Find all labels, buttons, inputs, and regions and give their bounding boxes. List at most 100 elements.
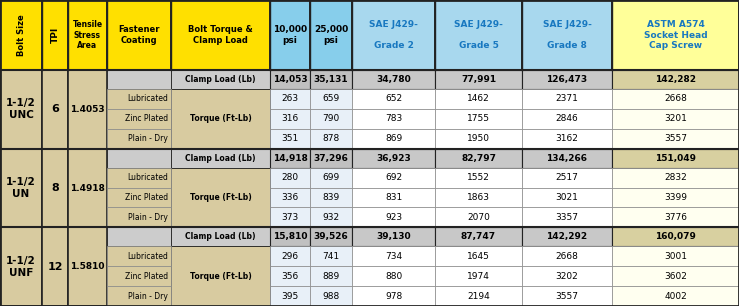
Bar [310,207,352,227]
Text: 3001: 3001 [664,252,687,261]
Text: 316: 316 [282,114,299,123]
Bar [612,89,739,109]
Text: 2194: 2194 [467,292,490,300]
Text: 880: 880 [385,272,402,281]
Text: 869: 869 [385,134,402,143]
Bar [352,207,435,227]
Text: 280: 280 [282,173,299,182]
Bar [310,286,352,306]
Text: 1974: 1974 [467,272,490,281]
Text: 889: 889 [322,272,340,281]
Bar [270,286,310,306]
Bar [522,266,612,286]
Text: 34,780: 34,780 [376,75,411,84]
Text: Plain - Dry: Plain - Dry [128,134,168,143]
Bar [612,227,739,246]
Text: Lubricated: Lubricated [127,252,168,261]
Text: 77,991: 77,991 [461,75,496,84]
Bar [352,129,435,149]
Text: 373: 373 [282,213,299,222]
Text: 3162: 3162 [556,134,579,143]
Text: 2668: 2668 [664,95,687,103]
Bar [435,0,522,70]
Text: 151,049: 151,049 [655,154,696,163]
Text: 351: 351 [282,134,299,143]
Bar [435,286,522,306]
Bar [352,109,435,129]
Bar [310,89,352,109]
Text: Clamp Load (Lb): Clamp Load (Lb) [185,75,256,84]
Bar [171,168,270,227]
Bar [435,168,522,188]
Bar [42,0,68,70]
Bar [0,0,42,70]
Bar [352,149,435,168]
Bar [522,129,612,149]
Text: SAE J429-

Grade 2: SAE J429- Grade 2 [369,20,418,50]
Bar [612,129,739,149]
Text: 10,000
psi: 10,000 psi [273,25,307,45]
Bar [522,89,612,109]
Text: 35,131: 35,131 [313,75,348,84]
Bar [107,286,171,306]
Bar [352,246,435,266]
Text: 1863: 1863 [467,193,490,202]
Bar [310,109,352,129]
Text: 978: 978 [385,292,402,300]
Text: 878: 878 [322,134,340,143]
Bar [270,227,310,246]
Text: 1.5810: 1.5810 [70,262,105,271]
Bar [352,70,435,89]
Text: 126,473: 126,473 [546,75,588,84]
Text: 1-1/2
UNF: 1-1/2 UNF [6,256,36,278]
Text: TPI: TPI [50,27,60,43]
Bar [612,188,739,207]
Text: 3201: 3201 [664,114,687,123]
Text: 3202: 3202 [556,272,579,281]
Bar [68,0,107,70]
Bar [68,70,107,149]
Text: 3557: 3557 [664,134,687,143]
Bar [612,246,739,266]
Bar [522,149,612,168]
Bar [612,70,739,89]
Text: 831: 831 [385,193,402,202]
Bar [107,70,171,89]
Bar [310,70,352,89]
Bar [107,188,171,207]
Bar [107,168,171,188]
Bar [435,89,522,109]
Text: 8: 8 [51,183,59,193]
Bar [522,207,612,227]
Bar [435,70,522,89]
Text: Clamp Load (Lb): Clamp Load (Lb) [185,154,256,163]
Bar [68,227,107,306]
Text: Torque (Ft-Lb): Torque (Ft-Lb) [190,114,251,123]
Bar [435,227,522,246]
Text: 356: 356 [282,272,299,281]
Bar [107,266,171,286]
Text: 4002: 4002 [664,292,687,300]
Text: Fastener
Coating: Fastener Coating [118,25,160,45]
Bar [42,227,68,306]
Text: 1-1/2
UN: 1-1/2 UN [6,177,36,199]
Bar [612,207,739,227]
Bar [270,168,310,188]
Text: Bolt Size: Bolt Size [16,14,26,56]
Text: 37,296: 37,296 [313,154,348,163]
Bar [107,149,171,168]
Text: 36,923: 36,923 [376,154,411,163]
Text: 734: 734 [385,252,402,261]
Text: 2668: 2668 [556,252,579,261]
Bar [171,0,270,70]
Bar [310,129,352,149]
Bar [352,266,435,286]
Text: Clamp Load (Lb): Clamp Load (Lb) [185,232,256,241]
Bar [310,188,352,207]
Text: 263: 263 [282,95,299,103]
Bar [270,149,310,168]
Text: 39,526: 39,526 [313,232,348,241]
Text: Torque (Ft-Lb): Torque (Ft-Lb) [190,272,251,281]
Bar [612,266,739,286]
Text: 790: 790 [322,114,340,123]
